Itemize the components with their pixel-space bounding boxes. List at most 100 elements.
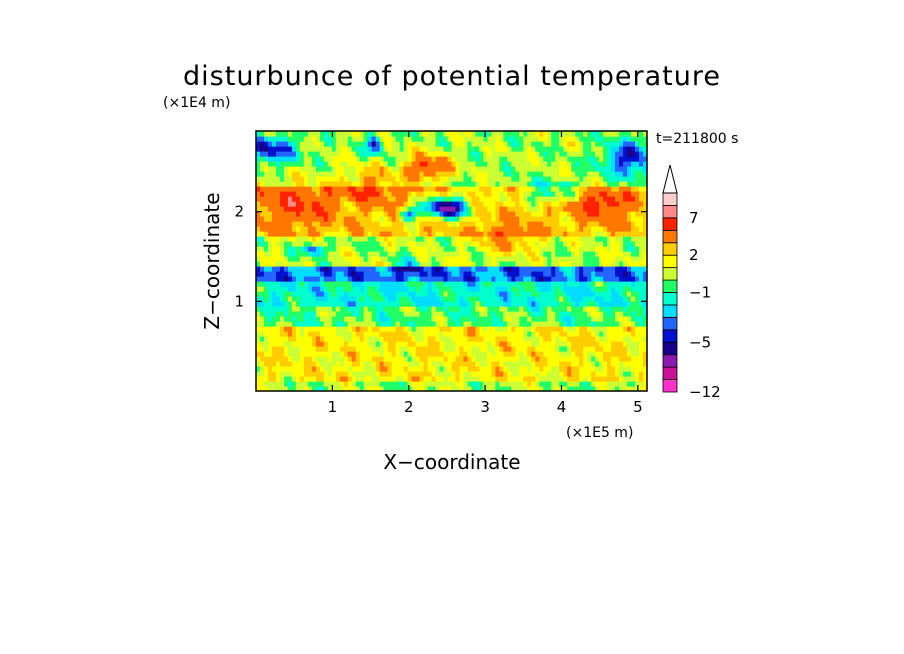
heatmap-cell bbox=[635, 281, 640, 287]
heatmap-cell bbox=[419, 211, 425, 217]
heatmap-cell bbox=[311, 136, 317, 142]
heatmap-cell bbox=[511, 351, 516, 357]
heatmap-cell bbox=[387, 151, 393, 157]
heatmap-cell bbox=[519, 276, 524, 282]
heatmap-cell bbox=[539, 351, 544, 357]
heatmap-cell bbox=[455, 386, 461, 392]
heatmap-cell bbox=[359, 331, 365, 337]
heatmap-cell bbox=[327, 226, 333, 232]
heatmap-cell bbox=[399, 301, 405, 307]
heatmap-cell bbox=[643, 216, 648, 222]
heatmap-cell bbox=[547, 196, 552, 202]
heatmap-cell bbox=[283, 251, 289, 257]
heatmap-cell bbox=[343, 291, 349, 297]
heatmap-cell bbox=[455, 236, 461, 242]
heatmap-cell bbox=[515, 331, 520, 337]
heatmap-cell bbox=[623, 211, 628, 217]
heatmap-cell bbox=[607, 346, 612, 352]
heatmap-cell bbox=[575, 356, 580, 362]
heatmap-cell bbox=[635, 166, 640, 172]
heatmap-cell bbox=[427, 301, 433, 307]
heatmap-cell bbox=[323, 246, 329, 252]
heatmap-cell bbox=[399, 216, 405, 222]
heatmap-cell bbox=[343, 206, 349, 212]
heatmap-cell bbox=[431, 171, 437, 177]
heatmap-cell bbox=[419, 386, 425, 392]
heatmap-cell bbox=[463, 136, 469, 142]
heatmap-cell bbox=[359, 216, 365, 222]
heatmap-cell bbox=[351, 166, 357, 172]
heatmap-cell bbox=[571, 341, 576, 347]
heatmap-cell bbox=[471, 261, 477, 267]
heatmap-cell bbox=[483, 346, 489, 352]
heatmap-cell bbox=[387, 301, 393, 307]
heatmap-cell bbox=[571, 186, 576, 192]
heatmap-cell bbox=[639, 211, 644, 217]
heatmap-cell bbox=[579, 351, 584, 357]
heatmap-cell bbox=[559, 351, 564, 357]
heatmap-cell bbox=[423, 376, 429, 382]
heatmap-cell bbox=[363, 346, 369, 352]
heatmap-cell bbox=[256, 291, 261, 297]
heatmap-cell bbox=[623, 146, 628, 152]
heatmap-cell bbox=[491, 211, 496, 217]
heatmap-cell bbox=[399, 351, 405, 357]
heatmap-cell bbox=[587, 271, 592, 277]
heatmap-cell bbox=[539, 311, 544, 317]
heatmap-cell bbox=[591, 376, 596, 382]
heatmap-cell bbox=[303, 336, 309, 342]
heatmap-cell bbox=[399, 246, 405, 252]
heatmap-cell bbox=[407, 141, 413, 147]
heatmap-cell bbox=[451, 206, 457, 212]
heatmap-cell bbox=[539, 186, 544, 192]
heatmap-cell bbox=[311, 226, 317, 232]
heatmap-cell bbox=[615, 191, 620, 197]
heatmap-cell bbox=[511, 291, 516, 297]
heatmap-cell bbox=[423, 296, 429, 302]
heatmap-cell bbox=[355, 291, 361, 297]
heatmap-cell bbox=[391, 156, 397, 162]
heatmap-cell bbox=[615, 346, 620, 352]
heatmap-cell bbox=[583, 181, 588, 187]
heatmap-cell bbox=[399, 266, 405, 272]
heatmap-cell bbox=[447, 376, 453, 382]
heatmap-cell bbox=[303, 351, 309, 357]
heatmap-cell bbox=[347, 286, 353, 292]
heatmap-cell bbox=[447, 306, 453, 312]
heatmap-cell bbox=[495, 206, 500, 212]
heatmap-cell bbox=[287, 296, 293, 302]
heatmap-cell bbox=[319, 176, 325, 182]
heatmap-cell bbox=[399, 261, 405, 267]
heatmap-cell bbox=[295, 161, 301, 167]
heatmap-cell bbox=[563, 201, 568, 207]
heatmap-cell bbox=[359, 181, 365, 187]
heatmap-cell bbox=[559, 241, 564, 247]
heatmap-cell bbox=[279, 351, 285, 357]
heatmap-cell bbox=[487, 341, 492, 347]
heatmap-cell bbox=[355, 316, 361, 322]
heatmap-cell bbox=[327, 211, 333, 217]
heatmap-cell bbox=[531, 136, 536, 142]
heatmap-cell bbox=[519, 261, 524, 267]
heatmap-cell bbox=[439, 136, 445, 142]
heatmap-cell bbox=[527, 321, 532, 327]
heatmap-cell bbox=[531, 156, 536, 162]
heatmap-cell bbox=[339, 156, 345, 162]
heatmap-cell bbox=[539, 181, 544, 187]
heatmap-cell bbox=[367, 206, 373, 212]
heatmap-cell bbox=[603, 211, 608, 217]
heatmap-cell bbox=[267, 161, 273, 167]
heatmap-cell bbox=[439, 306, 445, 312]
heatmap-cell bbox=[267, 291, 273, 297]
heatmap-cell bbox=[427, 376, 433, 382]
heatmap-cell bbox=[303, 261, 309, 267]
heatmap-cell bbox=[271, 361, 277, 367]
heatmap-cell bbox=[303, 211, 309, 217]
heatmap-cell bbox=[567, 341, 572, 347]
heatmap-cell bbox=[331, 136, 337, 142]
heatmap-cell bbox=[371, 281, 377, 287]
heatmap-cell bbox=[307, 166, 313, 172]
heatmap-cell bbox=[295, 301, 301, 307]
heatmap-cell bbox=[343, 256, 349, 262]
heatmap-cell bbox=[419, 326, 425, 332]
